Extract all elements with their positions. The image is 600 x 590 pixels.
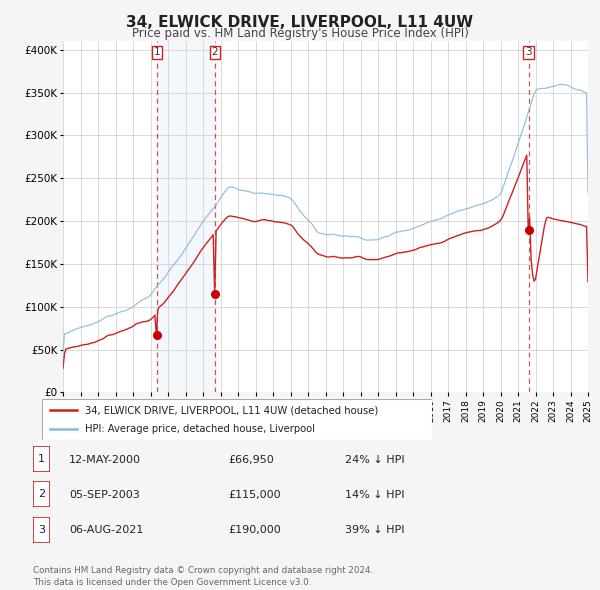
FancyBboxPatch shape	[33, 481, 50, 507]
Text: £190,000: £190,000	[228, 526, 281, 535]
FancyBboxPatch shape	[33, 446, 50, 472]
Text: 06-AUG-2021: 06-AUG-2021	[69, 526, 143, 535]
Text: 2: 2	[38, 490, 45, 499]
Text: 3: 3	[525, 47, 532, 57]
Text: 14% ↓ HPI: 14% ↓ HPI	[345, 490, 404, 500]
Text: 24% ↓ HPI: 24% ↓ HPI	[345, 455, 404, 464]
Text: Contains HM Land Registry data © Crown copyright and database right 2024.
This d: Contains HM Land Registry data © Crown c…	[33, 566, 373, 587]
Text: 34, ELWICK DRIVE, LIVERPOOL, L11 4UW (detached house): 34, ELWICK DRIVE, LIVERPOOL, L11 4UW (de…	[85, 405, 378, 415]
Text: £66,950: £66,950	[228, 455, 274, 464]
Text: 3: 3	[38, 525, 45, 535]
Text: 05-SEP-2003: 05-SEP-2003	[69, 490, 140, 500]
Text: 2: 2	[211, 47, 218, 57]
Text: 39% ↓ HPI: 39% ↓ HPI	[345, 526, 404, 535]
Text: 1: 1	[38, 454, 45, 464]
Text: £115,000: £115,000	[228, 490, 281, 500]
Text: 12-MAY-2000: 12-MAY-2000	[69, 455, 141, 464]
Text: Price paid vs. HM Land Registry's House Price Index (HPI): Price paid vs. HM Land Registry's House …	[131, 27, 469, 40]
Text: HPI: Average price, detached house, Liverpool: HPI: Average price, detached house, Live…	[85, 424, 315, 434]
Text: 1: 1	[154, 47, 160, 57]
Bar	[157, 41, 215, 392]
Text: 34, ELWICK DRIVE, LIVERPOOL, L11 4UW: 34, ELWICK DRIVE, LIVERPOOL, L11 4UW	[127, 15, 473, 30]
FancyBboxPatch shape	[33, 517, 50, 543]
